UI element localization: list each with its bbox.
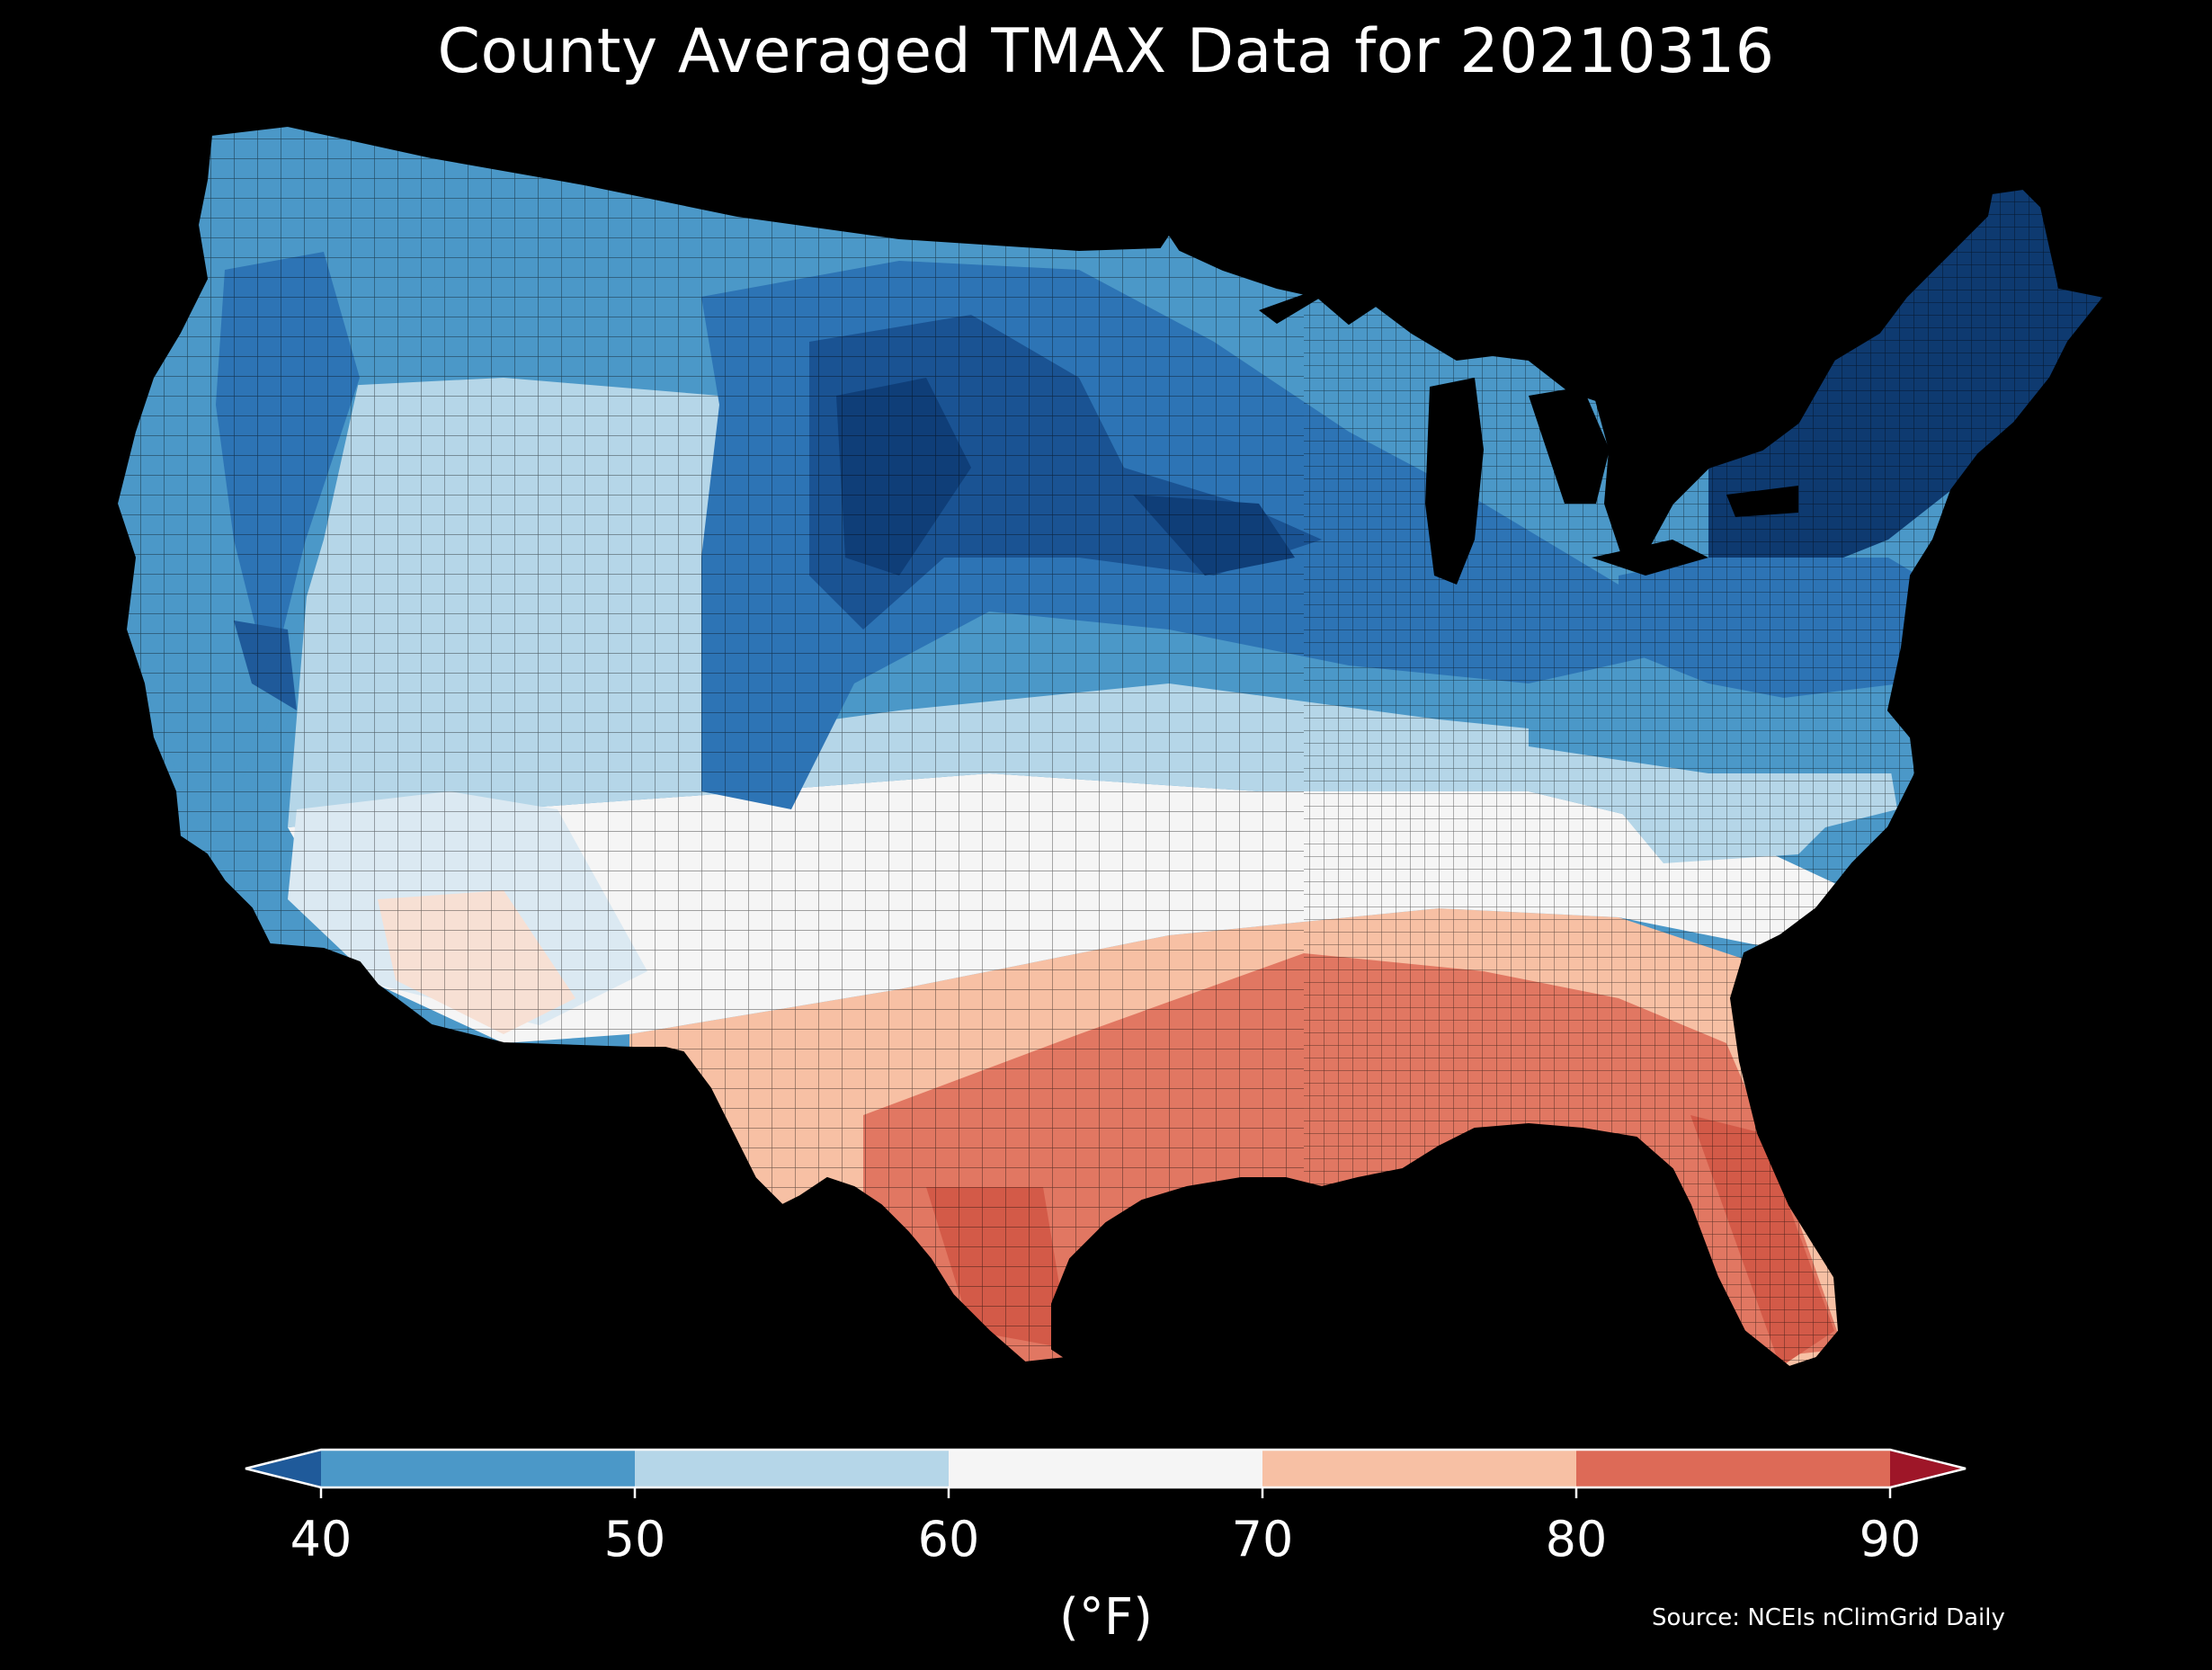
chart-title: County Averaged TMAX Data for 20210316 xyxy=(437,16,1775,87)
lake-michigan xyxy=(1425,378,1484,585)
source-credit: Source: NCEIs nClimGrid Daily xyxy=(1652,1604,2005,1631)
county-lines-east xyxy=(1304,126,2104,1367)
lake-superior xyxy=(1259,270,1367,324)
lake-ontario xyxy=(1726,486,1798,517)
us-outline xyxy=(115,124,2106,1369)
lake-erie xyxy=(1592,540,1708,576)
county-lines-west xyxy=(117,126,1304,1367)
lake-huron xyxy=(1529,387,1610,504)
